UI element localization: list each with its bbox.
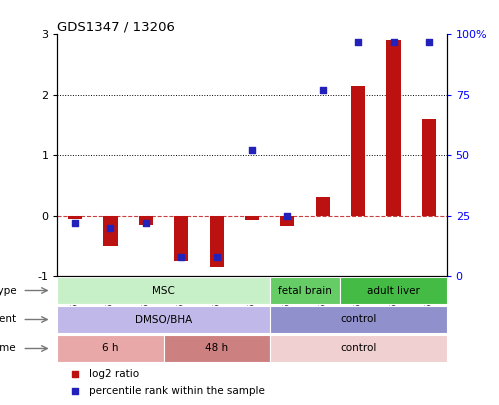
FancyBboxPatch shape bbox=[57, 306, 269, 333]
Point bbox=[248, 147, 256, 153]
Bar bbox=[351, 86, 365, 215]
FancyBboxPatch shape bbox=[269, 335, 447, 362]
Point bbox=[71, 220, 79, 226]
Point bbox=[71, 388, 79, 395]
Bar bbox=[174, 215, 188, 261]
Text: time: time bbox=[0, 343, 16, 354]
FancyBboxPatch shape bbox=[340, 277, 447, 304]
FancyBboxPatch shape bbox=[269, 277, 340, 304]
Text: control: control bbox=[340, 343, 376, 354]
Text: log2 ratio: log2 ratio bbox=[88, 369, 139, 379]
Bar bbox=[210, 215, 224, 267]
Point bbox=[354, 38, 362, 45]
Bar bbox=[422, 119, 436, 215]
Bar bbox=[139, 215, 153, 225]
Bar bbox=[280, 215, 294, 226]
FancyBboxPatch shape bbox=[57, 335, 164, 362]
Text: GDS1347 / 13206: GDS1347 / 13206 bbox=[57, 20, 175, 33]
Bar bbox=[68, 215, 82, 219]
FancyBboxPatch shape bbox=[269, 306, 447, 333]
Text: 48 h: 48 h bbox=[205, 343, 228, 354]
Bar bbox=[316, 198, 330, 215]
Bar bbox=[245, 215, 259, 220]
Point bbox=[283, 212, 291, 219]
Point bbox=[106, 224, 114, 231]
Point bbox=[390, 38, 398, 45]
Point bbox=[319, 87, 327, 93]
Text: agent: agent bbox=[0, 315, 16, 324]
Text: percentile rank within the sample: percentile rank within the sample bbox=[88, 386, 264, 396]
FancyBboxPatch shape bbox=[57, 277, 269, 304]
Text: control: control bbox=[340, 315, 376, 324]
Bar bbox=[386, 40, 401, 215]
Point bbox=[142, 220, 150, 226]
Point bbox=[213, 254, 221, 260]
FancyBboxPatch shape bbox=[164, 335, 269, 362]
Text: 6 h: 6 h bbox=[102, 343, 119, 354]
Point bbox=[177, 254, 185, 260]
Point bbox=[425, 38, 433, 45]
Text: MSC: MSC bbox=[152, 286, 175, 296]
Bar bbox=[103, 215, 118, 246]
Text: cell type: cell type bbox=[0, 286, 16, 296]
Text: DMSO/BHA: DMSO/BHA bbox=[135, 315, 192, 324]
Text: adult liver: adult liver bbox=[367, 286, 420, 296]
Text: fetal brain: fetal brain bbox=[278, 286, 332, 296]
Point bbox=[71, 371, 79, 377]
